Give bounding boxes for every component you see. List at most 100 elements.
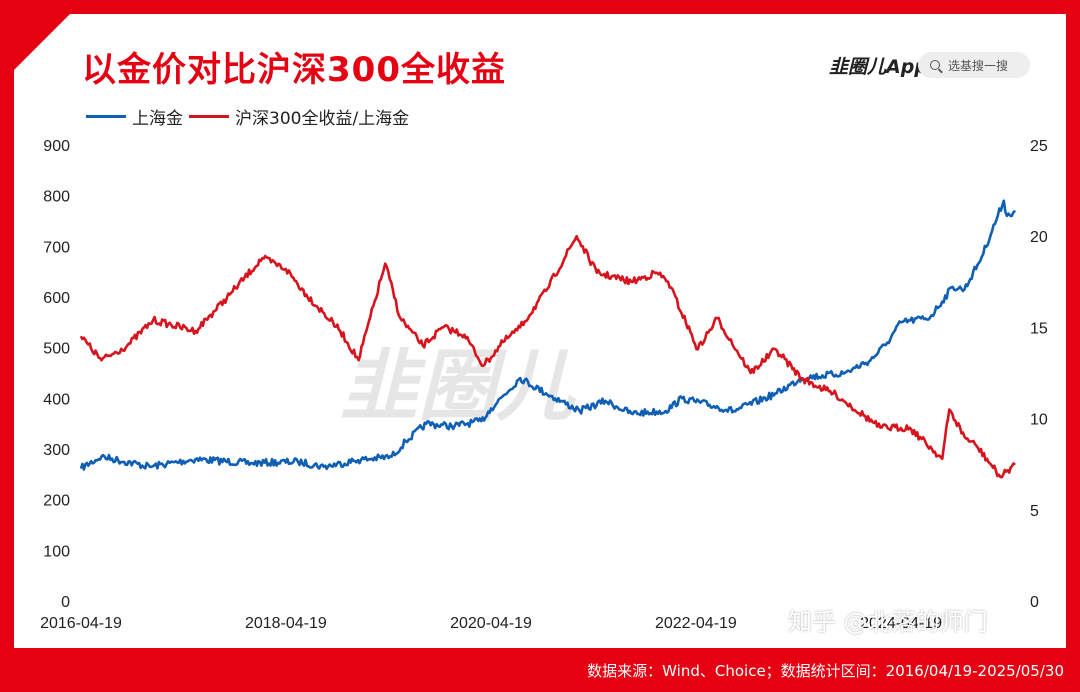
gold-price-point [630,412,632,415]
gold-price-point [981,255,983,258]
y-right-tick-label: 10 [1030,412,1048,429]
ratio-point [656,272,658,274]
ratio-point [399,317,401,319]
legend-item-gold: 上海金 [86,104,183,129]
gold-price-line [79,199,1016,471]
ratio-point [999,476,1002,478]
y-left-tick-label: 100 [43,543,70,560]
gold-price-point [963,288,966,290]
y-right-tick-label: 20 [1030,229,1048,246]
gold-price-point [194,458,197,460]
ratio-point [463,334,465,336]
gold-price-point [100,456,103,458]
gold-price-point [1006,215,1008,217]
ratio-point [482,365,485,367]
gold-price-point [869,359,872,361]
y-left-tick-label: 0 [61,594,70,611]
ratio-point [261,257,263,259]
gold-price-point [250,462,252,464]
gold-price-point [929,316,931,318]
gold-price-point [886,342,888,344]
ratio-point [1014,463,1016,465]
y-left-tick-label: 600 [43,290,70,307]
data-source-note: 数据来源：Wind、Choice；数据统计区间：2016/04/19-2025/… [587,662,1064,680]
ratio-point [384,262,386,265]
ratio-point [519,326,521,328]
legend-swatch-ratio [189,115,229,118]
ratio-point [152,319,154,321]
gold-price-point [900,321,902,323]
ratio-point [422,345,424,347]
ratio-point [80,335,82,338]
search-box[interactable]: 选基搜一搜 [918,52,1030,78]
gold-price-point [80,467,82,469]
gold-price-point [297,461,299,463]
x-axis-ticks: 2016-04-19 2018-04-19 2020-04-19 2022-04-19… [40,615,942,632]
gold-price-point [149,466,151,468]
y-left-tick-label: 800 [43,189,70,206]
ratio-point [716,317,718,319]
y-right-tick-label: 5 [1030,503,1039,520]
ratio-point [126,345,128,347]
ratio-point [909,427,911,429]
ratio-point [442,326,444,328]
gold-price-point [519,377,521,379]
search-icon [930,60,940,70]
series-lines [79,199,1016,479]
gold-price-point [451,425,453,427]
ratio-point [502,341,504,343]
y-left-tick-label: 300 [43,442,70,459]
zhihu-watermark: 知乎 @北落的师门 [788,608,988,636]
ratio-point [285,268,287,270]
gold-price-point [490,407,492,410]
gold-price-point [604,400,607,402]
gold-price-point [1003,200,1005,202]
ratio-point [100,359,103,361]
ratio-point [545,290,547,292]
right-axis-ticks: 0 5 10 15 20 25 [1030,138,1048,611]
gold-price-point [844,372,846,374]
x-tick-label: 2022-04-19 [655,615,737,632]
ratio-point [750,372,752,374]
gold-price-point [776,392,778,394]
x-tick-label: 2024-04-19 [860,615,942,632]
ratio-point [948,408,950,411]
ratio-point [357,359,360,361]
gold-price-point [952,286,954,288]
ratio-point [835,394,837,396]
y-right-tick-label: 25 [1030,138,1048,155]
corner-accent [14,14,70,70]
legend-label-ratio: 沪深300全收益/上海金 [235,109,410,129]
gold-price-point [1014,210,1016,212]
gold-price-point [357,459,359,461]
ratio-point [963,436,966,438]
gold-price-point [733,410,735,412]
gold-price-point [579,410,581,412]
ratio-point [339,330,341,332]
gold-price-point [545,392,547,394]
gold-price-point [681,397,683,399]
search-placeholder: 选基搜一搜 [948,58,1009,73]
y-left-tick-label: 200 [43,493,70,510]
gold-price-point [323,466,325,468]
ratio-point [194,330,197,332]
y-right-tick-label: 0 [1030,594,1039,611]
ratio-point [229,293,231,296]
gold-price-point [480,420,482,422]
gold-price-point [425,423,427,425]
ratio-point [775,348,777,350]
y-left-tick-label: 700 [43,239,70,256]
legend-label-gold: 上海金 [132,109,183,129]
ratio-point [667,281,669,283]
ratio-point [576,235,578,237]
gold-price-point [405,440,407,442]
y-left-tick-label: 500 [43,341,70,358]
gold-price-point [391,456,393,458]
x-tick-label: 2018-04-19 [245,615,327,632]
gold-price-point [664,410,667,412]
ratio-point [630,281,632,283]
ratio-point [305,293,307,296]
y-right-tick-label: 15 [1030,320,1048,337]
chart-title: 以金价对比沪深300全收益 [82,50,506,90]
ratio-point [879,427,881,429]
